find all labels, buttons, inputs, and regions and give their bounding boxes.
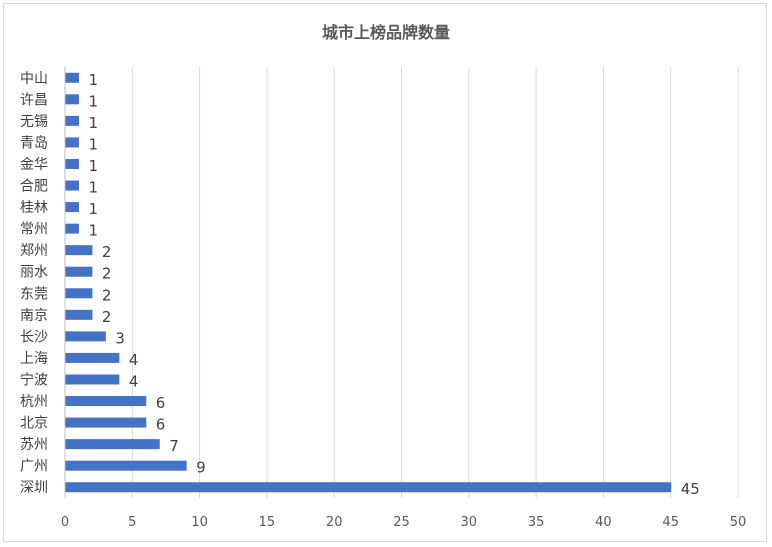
x-tick-label-20: 20 [326, 515, 343, 530]
bar-桂林 [65, 202, 79, 213]
bar-东莞 [65, 288, 93, 299]
category-label: 上海 [20, 351, 48, 367]
x-tick-label-50: 50 [730, 515, 747, 530]
data-label: 1 [88, 71, 98, 89]
data-label: 1 [88, 135, 98, 153]
data-label: 4 [129, 351, 139, 369]
x-tick-label-25: 25 [393, 515, 410, 530]
grid-lines [64, 67, 739, 498]
chart-title: 城市上榜品牌数量 [322, 23, 450, 42]
bar-上海 [65, 352, 120, 363]
bar-长沙 [65, 331, 106, 342]
category-label: 无锡 [20, 114, 48, 130]
category-label: 桂林 [20, 200, 48, 216]
category-label: 深圳 [20, 480, 48, 496]
bar-常州 [65, 223, 79, 234]
data-label: 1 [88, 200, 98, 218]
x-tick-label-30: 30 [461, 515, 478, 530]
bar-中山 [65, 72, 79, 83]
data-label: 2 [102, 308, 112, 326]
category-label: 宁波 [20, 371, 48, 388]
data-label: 4 [129, 372, 139, 390]
data-label: 2 [102, 265, 112, 283]
bar-深圳 [65, 482, 672, 493]
category-label: 中山 [20, 71, 48, 87]
bar-无锡 [65, 115, 79, 126]
data-label: 6 [156, 394, 166, 412]
x-tick-label-40: 40 [595, 515, 612, 530]
data-label: 1 [88, 179, 98, 197]
category-label: 杭州 [20, 394, 48, 410]
data-label: 1 [88, 92, 98, 110]
bar-青岛 [65, 137, 79, 148]
data-label: 3 [115, 329, 125, 347]
x-tick-label-0: 0 [61, 515, 69, 530]
category-label: 金华 [20, 157, 48, 173]
bars [65, 72, 672, 493]
bar-宁波 [65, 374, 120, 385]
category-label: 南京 [20, 308, 48, 324]
bar-杭州 [65, 396, 147, 407]
data-label: 1 [88, 114, 98, 132]
data-label: 45 [681, 480, 700, 498]
data-label: 7 [169, 437, 179, 455]
category-label: 长沙 [20, 329, 48, 345]
category-label: 合肥 [20, 179, 48, 195]
bar-合肥 [65, 180, 79, 191]
data-label: 2 [102, 286, 112, 304]
category-label: 常州 [20, 222, 48, 238]
data-label: 9 [196, 459, 206, 477]
x-tick-label-5: 5 [128, 515, 136, 530]
category-label: 许昌 [20, 92, 48, 108]
bar-许昌 [65, 94, 79, 105]
bar-南京 [65, 309, 93, 320]
category-label: 青岛 [20, 135, 48, 151]
category-label: 广州 [20, 459, 48, 475]
category-label: 北京 [20, 416, 48, 432]
x-tick-label-45: 45 [662, 515, 679, 530]
data-label: 2 [102, 243, 112, 261]
x-tick-label-15: 15 [259, 515, 276, 530]
bar-苏州 [65, 439, 160, 450]
category-label: 郑州 [20, 243, 48, 259]
category-label: 东莞 [20, 286, 48, 302]
bar-广州 [65, 460, 187, 471]
bar-金华 [65, 158, 79, 169]
bar-郑州 [65, 245, 93, 256]
category-label: 苏州 [20, 437, 48, 453]
bar-丽水 [65, 266, 93, 277]
category-label: 丽水 [20, 265, 48, 281]
x-tick-label-10: 10 [191, 515, 208, 530]
data-label: 1 [88, 222, 98, 240]
data-label: 6 [156, 416, 166, 434]
chart-frame [3, 3, 767, 542]
x-tick-label-35: 35 [528, 515, 545, 530]
data-label: 1 [88, 157, 98, 175]
bar-北京 [65, 417, 147, 428]
labels: 0 5 10 15 20 25 30 35 40 45 50 中山 1 许昌 1 无锡 1 青岛 1 金华 1 合肥 1 桂林… [20, 71, 746, 530]
